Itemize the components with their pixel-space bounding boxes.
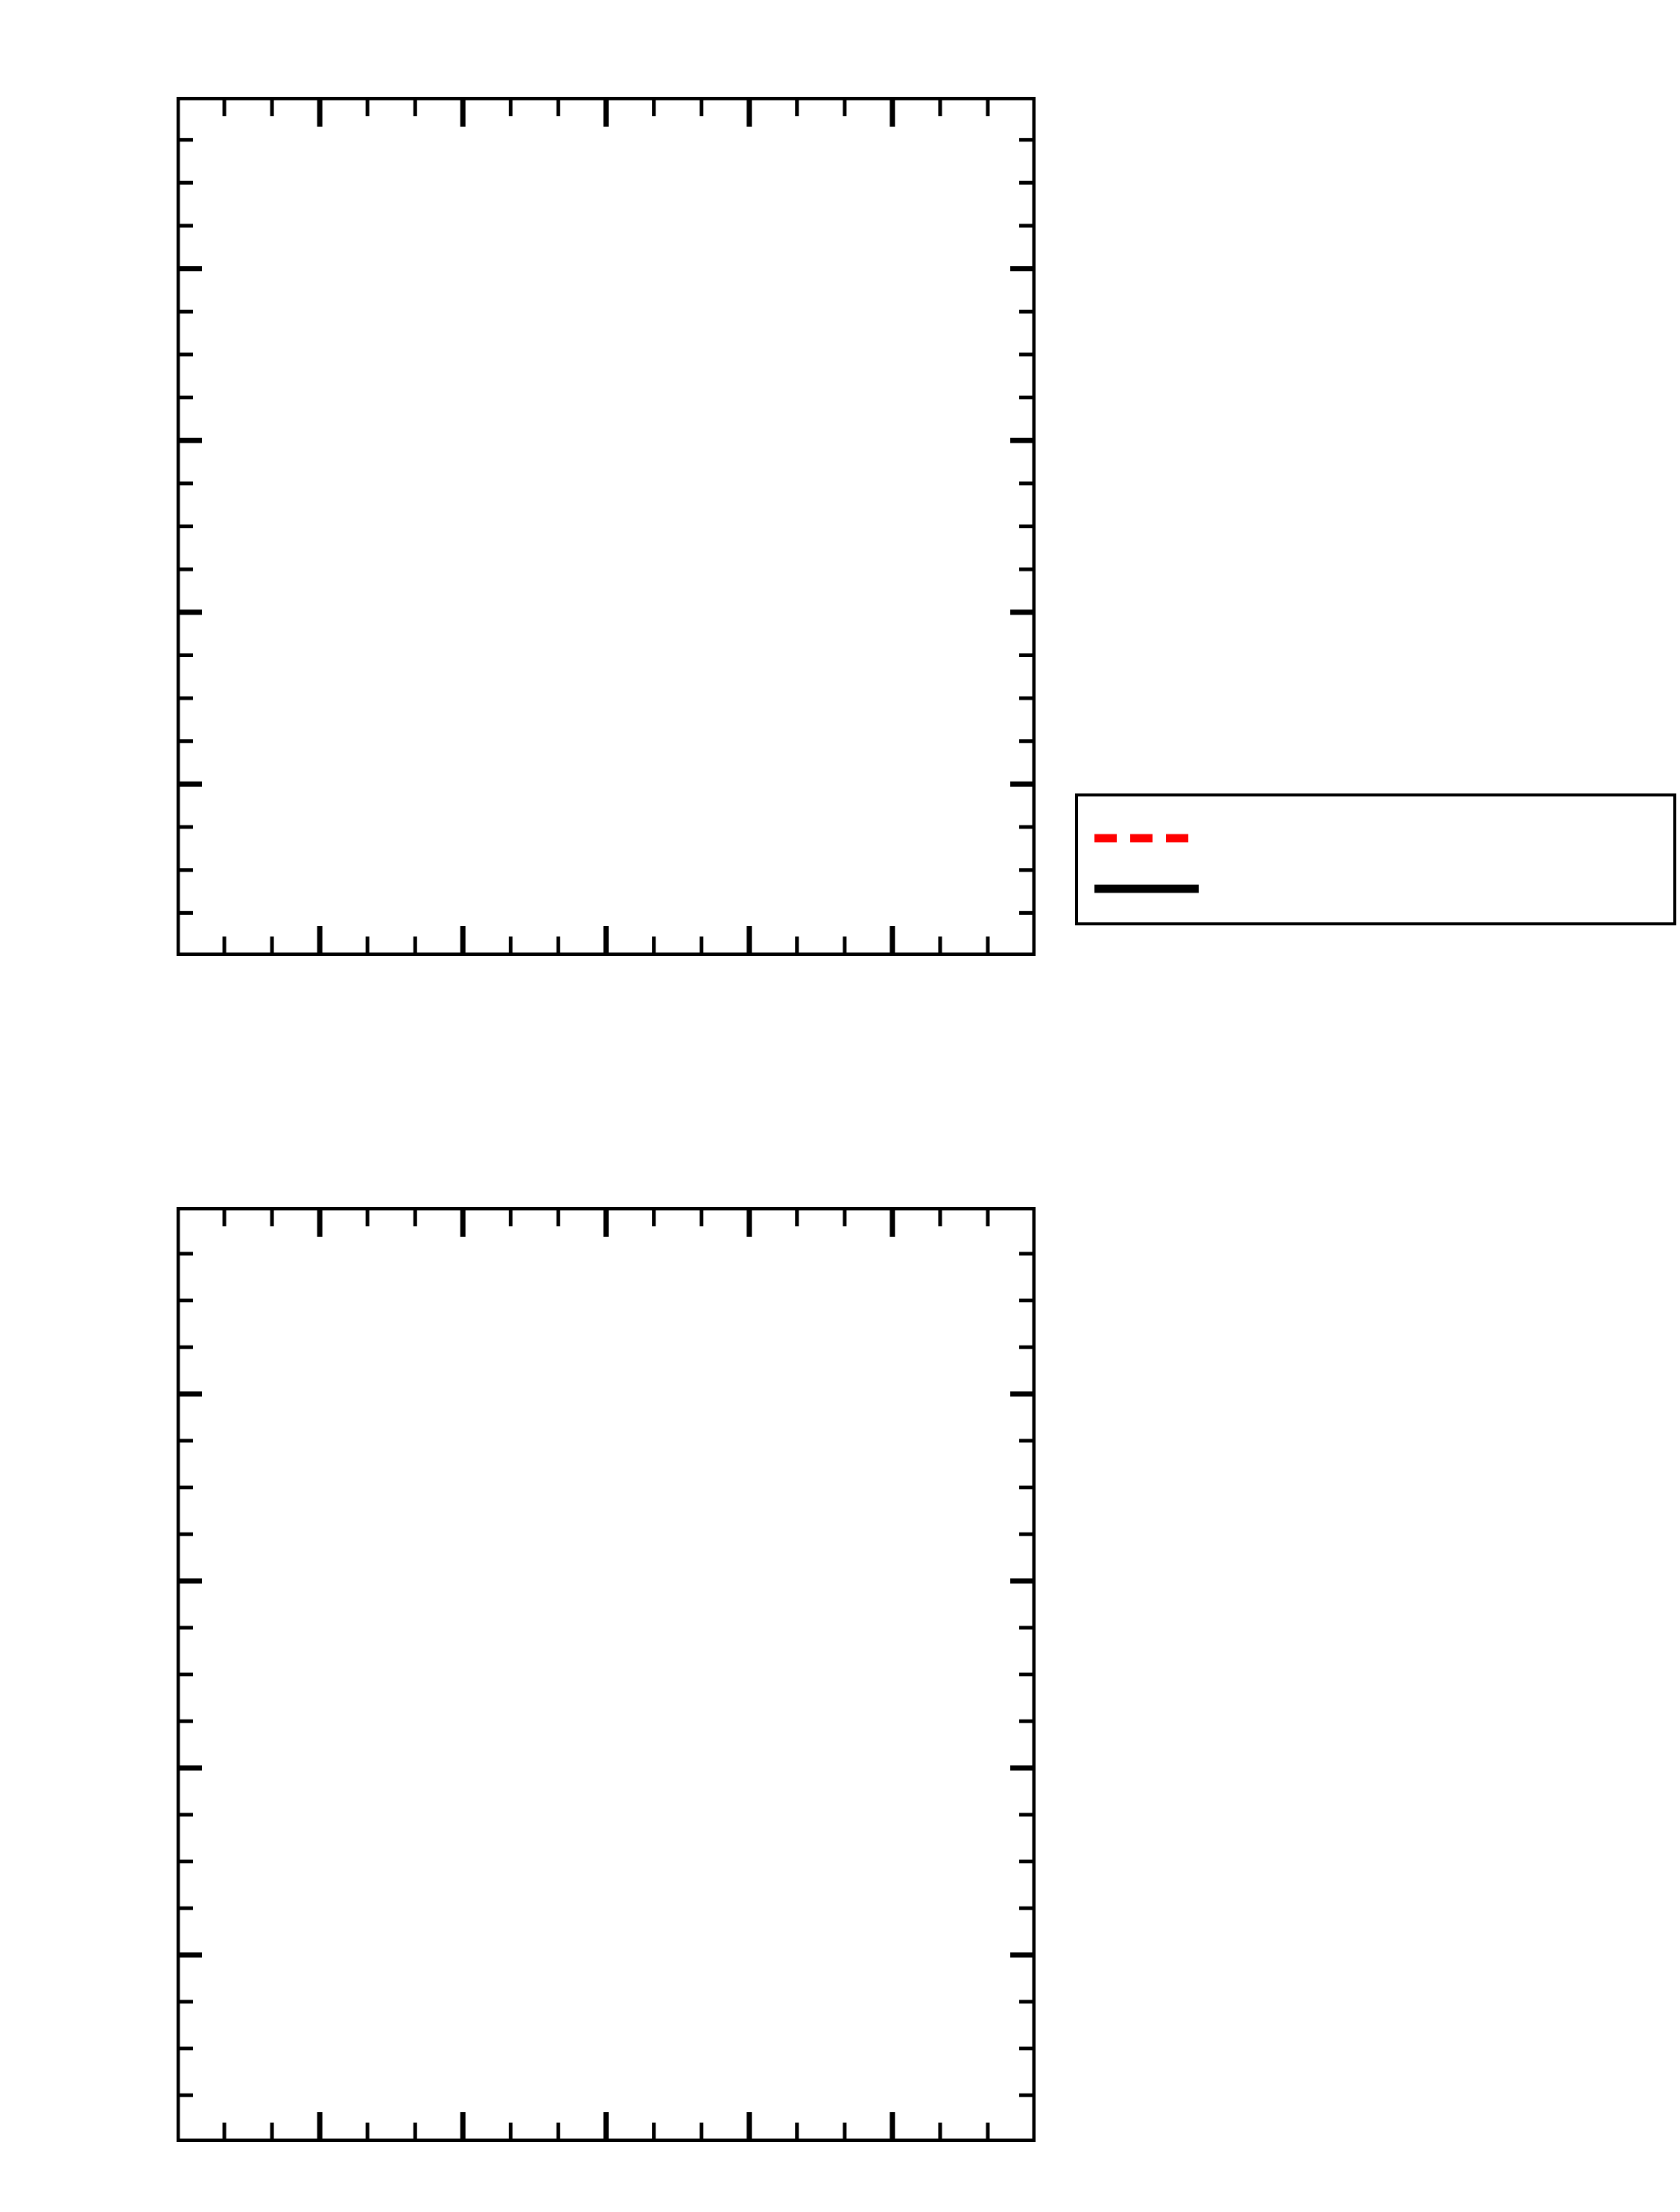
bottom-chart-plot bbox=[177, 1207, 1036, 2142]
bottom-plot-frame bbox=[177, 1207, 1036, 2142]
top-axis-ticks bbox=[177, 97, 1036, 956]
legend-key-dashed-red bbox=[1094, 834, 1199, 843]
legend-item-fhist[interactable] bbox=[1078, 813, 1673, 863]
legend bbox=[1075, 793, 1676, 925]
top-chart-plot bbox=[177, 97, 1036, 956]
top-plot-frame bbox=[177, 97, 1036, 956]
bottom-axis-ticks bbox=[177, 1207, 1036, 2142]
top-chart-svg bbox=[177, 97, 1036, 956]
legend-key-solid-black bbox=[1094, 884, 1199, 893]
bottom-chart-svg bbox=[177, 1207, 1036, 2142]
legend-item-faqua[interactable] bbox=[1078, 863, 1673, 914]
